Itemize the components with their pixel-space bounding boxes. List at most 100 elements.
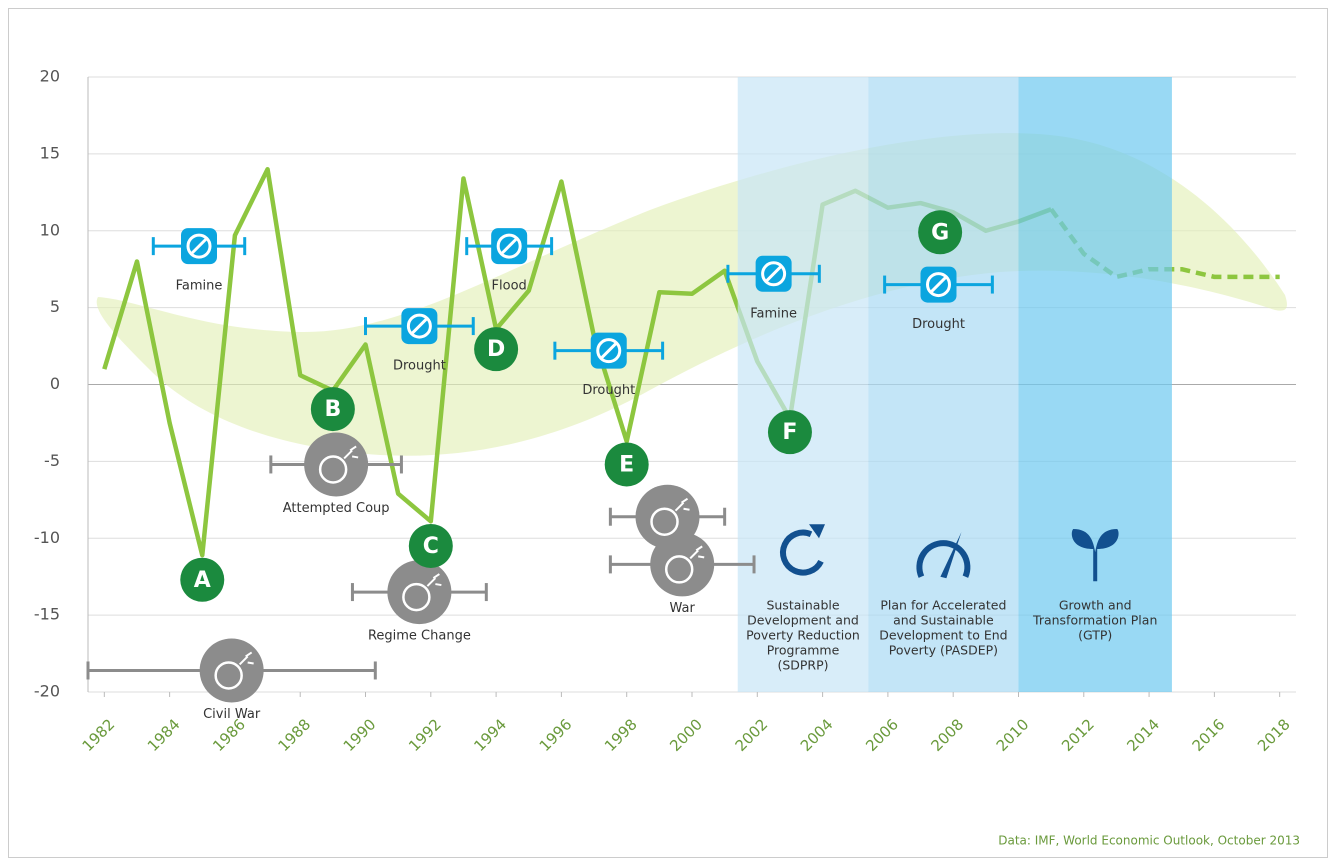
period-label: and Sustainable xyxy=(893,612,994,627)
x-tick-label: 1984 xyxy=(144,715,184,755)
event-icon xyxy=(765,265,782,282)
period-icon xyxy=(809,524,826,539)
period-band xyxy=(737,77,869,692)
event-icon xyxy=(186,233,212,259)
letter-marker xyxy=(918,210,963,255)
letter-label: E xyxy=(619,452,634,477)
event-icon xyxy=(411,318,428,335)
period-label: (GTP) xyxy=(1078,627,1112,642)
event-icon xyxy=(406,313,432,339)
event-icon xyxy=(402,582,431,612)
letter-marker xyxy=(408,523,453,568)
event-label: Famine xyxy=(750,306,797,321)
event-icon xyxy=(664,555,694,584)
x-tick-label: 2016 xyxy=(1189,715,1229,755)
event-icon xyxy=(596,338,622,364)
event-label: Drought xyxy=(912,317,965,332)
period-label: Growth and xyxy=(1059,597,1132,612)
event-icon xyxy=(650,507,679,536)
event-label: Flood xyxy=(492,279,527,294)
period-label: (SDPRP) xyxy=(777,657,828,672)
event-icon xyxy=(214,661,243,690)
event-label: Famine xyxy=(176,279,223,294)
event-icon xyxy=(600,342,617,359)
event-icon xyxy=(318,455,348,484)
event-icon xyxy=(689,545,705,560)
x-tick-label: 1996 xyxy=(536,715,576,755)
event-icon xyxy=(501,238,518,255)
period-band xyxy=(1018,77,1172,692)
period-band xyxy=(868,77,1019,692)
letter-label: B xyxy=(324,397,341,422)
event-label: Drought xyxy=(582,383,635,398)
x-tick-label: 2000 xyxy=(666,715,706,755)
x-tick-label: 1988 xyxy=(274,715,314,755)
x-tick-label: 2010 xyxy=(993,715,1033,755)
y-tick-label: 10 xyxy=(40,220,60,239)
event-icon xyxy=(761,261,787,287)
event-icon xyxy=(650,532,715,597)
x-tick-label: 2002 xyxy=(732,715,772,755)
period-icon xyxy=(940,532,962,579)
x-tick-label: 1992 xyxy=(405,715,445,755)
x-tick-label: 2014 xyxy=(1123,715,1163,755)
x-tick-label: 2006 xyxy=(862,715,902,755)
letter-marker xyxy=(604,442,649,487)
y-tick-label: 0 xyxy=(50,374,60,393)
period-icon xyxy=(916,540,971,578)
x-tick-label: 1982 xyxy=(79,715,119,755)
letter-marker xyxy=(180,557,225,602)
period-icon xyxy=(780,529,824,576)
period-label: Development and xyxy=(747,612,859,627)
x-tick-label: 2008 xyxy=(927,715,967,755)
y-tick-label: 15 xyxy=(40,143,60,162)
period-label: Poverty Reduction xyxy=(746,627,860,642)
annotations: Famine Flood Drought Drought Famine Drought At… xyxy=(86,210,994,722)
y-tick-label: -15 xyxy=(34,605,60,624)
x-tick-label: 1998 xyxy=(601,715,641,755)
event-icon xyxy=(496,233,522,259)
period-label: Poverty (PASDEP) xyxy=(889,642,998,657)
period-icon xyxy=(1071,529,1119,582)
letter-marker xyxy=(310,387,355,432)
period-label: Transformation Plan xyxy=(1032,612,1157,627)
event-label: War xyxy=(670,601,696,616)
event-icon xyxy=(930,276,947,293)
event-label: Drought xyxy=(393,359,446,374)
x-tick-label: 1994 xyxy=(470,715,510,755)
y-tick-label: -5 xyxy=(44,451,60,470)
event-icon xyxy=(343,445,359,460)
x-tick-label: 2012 xyxy=(1058,715,1098,755)
event-icon xyxy=(426,573,442,587)
letter-label: C xyxy=(423,534,439,559)
event-icon xyxy=(304,432,369,497)
event-label: Attempted Coup xyxy=(283,501,390,516)
y-tick-label: -20 xyxy=(34,682,60,701)
event-icon xyxy=(190,238,208,255)
frame xyxy=(8,8,1328,858)
event-icon xyxy=(238,651,254,666)
event-label: Civil War xyxy=(203,707,261,722)
event-icon xyxy=(387,560,452,625)
y-tick-label: 20 xyxy=(40,67,60,86)
event-label: Regime Change xyxy=(368,629,471,644)
letter-marker xyxy=(767,410,812,455)
letter-label: G xyxy=(931,220,949,245)
period-label: Plan for Accelerated xyxy=(880,597,1006,612)
event-icon xyxy=(925,272,951,298)
period-label: Sustainable xyxy=(766,597,839,612)
source: Data: IMF, World Economic Outlook, Octob… xyxy=(998,834,1300,848)
x-tick-label: 1990 xyxy=(340,715,380,755)
letter-label: F xyxy=(782,420,797,445)
x-tick-label: 2018 xyxy=(1254,715,1294,755)
letter-label: D xyxy=(487,337,505,362)
letter-marker xyxy=(474,327,519,372)
y-tick-label: 5 xyxy=(50,297,60,316)
event-icon xyxy=(199,638,264,703)
x-tick-label: 2004 xyxy=(797,715,837,755)
period-label: Programme xyxy=(767,642,840,657)
period-label: Development to End xyxy=(879,627,1007,642)
y-tick-label: -10 xyxy=(34,528,60,547)
